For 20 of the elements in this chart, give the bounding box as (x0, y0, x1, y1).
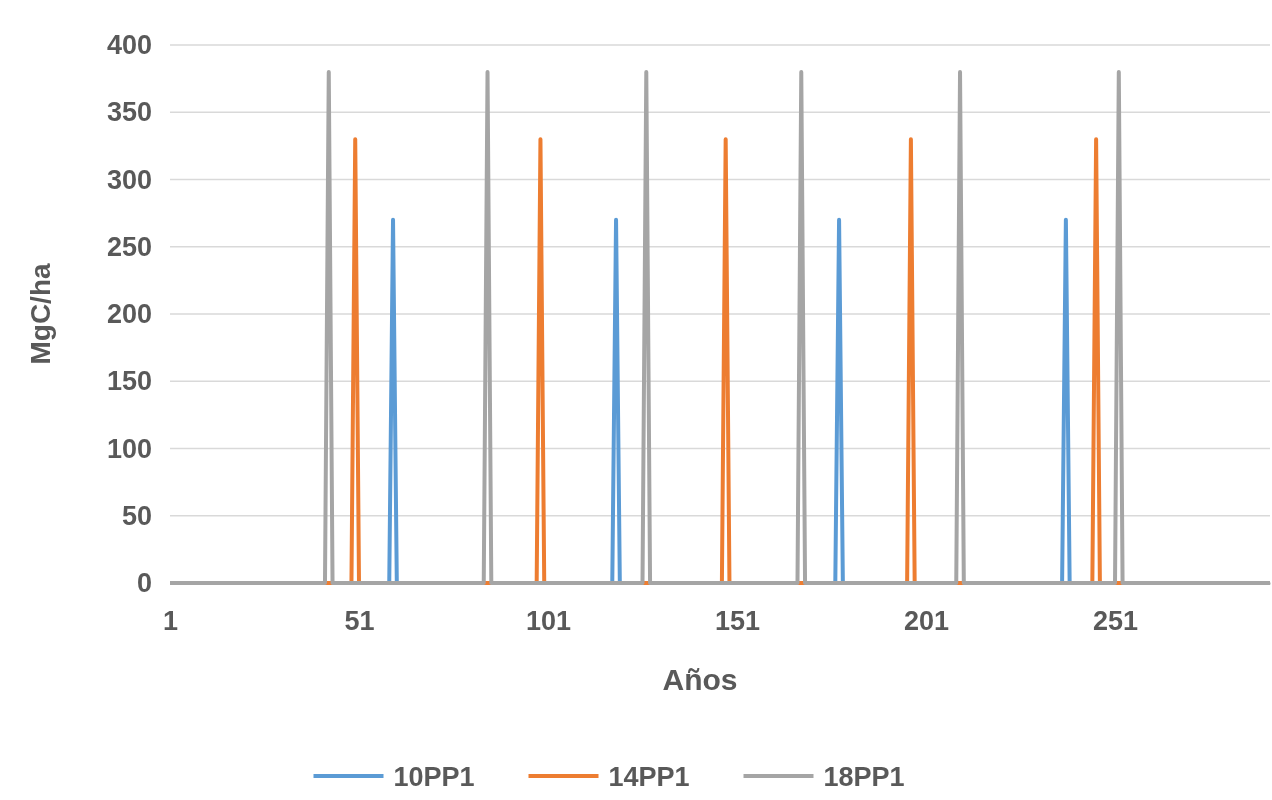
y-tick-label: 200 (106, 299, 152, 330)
y-tick-label: 350 (106, 97, 152, 128)
x-tick-label: 1 (162, 606, 179, 637)
y-tick-label: 100 (106, 433, 152, 464)
y-tick-label: 150 (106, 366, 152, 397)
legend-label: 14PP1 (608, 762, 690, 792)
y-tick-label: 0 (136, 568, 152, 599)
x-tick-label: 201 (903, 606, 950, 637)
legend-label: 10PP1 (393, 762, 475, 792)
y-axis-title: MgC/ha (25, 263, 56, 365)
x-tick-label: 51 (344, 606, 375, 637)
x-tick-label: 151 (714, 606, 761, 637)
x-tick-label: 251 (1092, 606, 1139, 637)
y-tick-label: 300 (106, 164, 152, 195)
x-tick-label: 101 (525, 606, 572, 637)
x-axis-title: Años (662, 663, 738, 696)
y-tick-label: 250 (106, 231, 152, 262)
legend-label: 18PP1 (823, 762, 905, 792)
y-tick-label: 400 (106, 30, 152, 61)
y-tick-label: 50 (121, 500, 152, 531)
